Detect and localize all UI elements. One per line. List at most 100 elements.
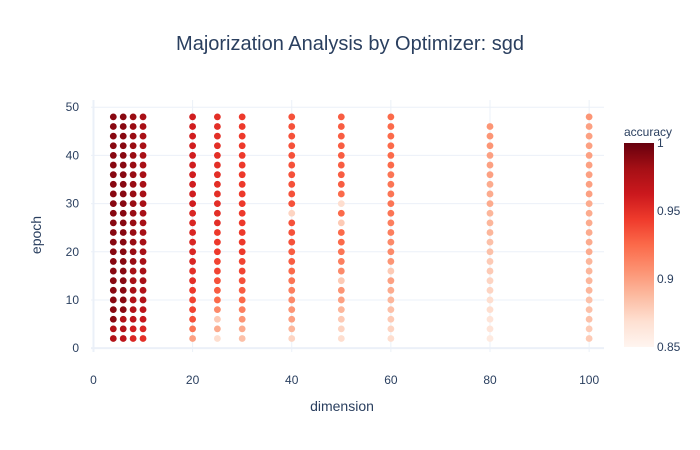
y-tick-label: 10 <box>66 293 80 307</box>
data-point <box>119 229 127 236</box>
data-point <box>119 219 127 227</box>
data-point <box>238 200 246 207</box>
data-point <box>213 180 221 188</box>
data-point <box>129 248 137 256</box>
data-point <box>119 248 127 256</box>
data-point <box>129 180 137 188</box>
data-point <box>129 113 137 121</box>
data-point <box>139 296 147 304</box>
data-point <box>109 161 117 169</box>
data-point <box>129 142 137 150</box>
data-point <box>387 306 395 313</box>
data-point <box>585 248 593 256</box>
data-point <box>109 325 117 333</box>
y-tick-label: 20 <box>66 245 80 259</box>
data-point <box>139 219 147 227</box>
data-point <box>119 171 127 179</box>
data-point <box>139 229 147 236</box>
data-point <box>337 209 345 217</box>
data-point <box>213 190 221 198</box>
data-point <box>119 306 127 313</box>
data-point <box>109 190 117 198</box>
data-point <box>585 123 593 130</box>
data-point <box>119 113 127 121</box>
data-point <box>585 306 593 313</box>
data-point <box>129 325 137 333</box>
data-point <box>213 306 221 313</box>
data-point <box>486 152 494 159</box>
data-point <box>129 171 137 179</box>
data-point <box>119 200 127 207</box>
data-point <box>387 200 395 207</box>
data-point <box>189 286 197 294</box>
data-point <box>189 238 197 246</box>
data-point <box>288 248 296 256</box>
data-point <box>119 296 127 304</box>
data-point <box>486 219 494 227</box>
data-point <box>387 113 395 121</box>
data-point <box>585 152 593 159</box>
data-point <box>288 286 296 294</box>
data-point <box>129 267 137 275</box>
data-point <box>337 286 345 294</box>
data-point <box>337 161 345 169</box>
data-point <box>288 325 296 333</box>
data-point <box>337 180 345 188</box>
data-point <box>486 238 494 246</box>
data-point <box>189 315 197 323</box>
data-point <box>238 238 246 246</box>
data-point <box>238 286 246 294</box>
data-point <box>109 132 117 140</box>
data-point <box>486 180 494 188</box>
colorbar-tick-label: 0.9 <box>657 272 674 286</box>
colorbar-tick-label: 0.85 <box>657 340 681 354</box>
data-point <box>129 219 137 227</box>
data-point <box>288 277 296 285</box>
data-point <box>387 219 395 227</box>
data-point <box>387 209 395 217</box>
data-point <box>119 286 127 294</box>
data-point <box>213 132 221 140</box>
data-point <box>387 238 395 246</box>
data-point <box>288 238 296 246</box>
data-point <box>213 286 221 294</box>
data-point <box>288 152 296 159</box>
data-point <box>119 267 127 275</box>
data-point <box>109 258 117 265</box>
data-point <box>585 142 593 150</box>
data-point <box>288 180 296 188</box>
data-point <box>139 171 147 179</box>
chart-title: Majorization Analysis by Optimizer: sgd <box>176 33 524 55</box>
data-point <box>189 306 197 313</box>
data-point <box>486 248 494 256</box>
data-point <box>213 142 221 150</box>
x-axis-title: dimension <box>310 398 374 414</box>
data-point <box>109 248 117 256</box>
data-point <box>337 325 345 333</box>
data-point <box>288 132 296 140</box>
data-point <box>288 335 296 342</box>
data-point <box>585 325 593 333</box>
data-point <box>238 296 246 304</box>
data-point <box>213 315 221 323</box>
data-point <box>119 335 127 342</box>
data-point <box>238 132 246 140</box>
data-point <box>337 142 345 150</box>
data-point <box>238 258 246 265</box>
data-point <box>213 113 221 121</box>
y-tick-label: 30 <box>66 197 80 211</box>
data-point <box>288 171 296 179</box>
data-point <box>109 152 117 159</box>
data-point <box>288 219 296 227</box>
data-point <box>129 277 137 285</box>
data-point <box>119 190 127 198</box>
data-point <box>337 113 345 121</box>
data-point <box>486 161 494 169</box>
data-point <box>288 113 296 121</box>
data-point <box>129 161 137 169</box>
data-point <box>585 200 593 207</box>
data-point <box>139 142 147 150</box>
data-point <box>288 229 296 236</box>
data-point <box>288 200 296 207</box>
data-point <box>119 161 127 169</box>
